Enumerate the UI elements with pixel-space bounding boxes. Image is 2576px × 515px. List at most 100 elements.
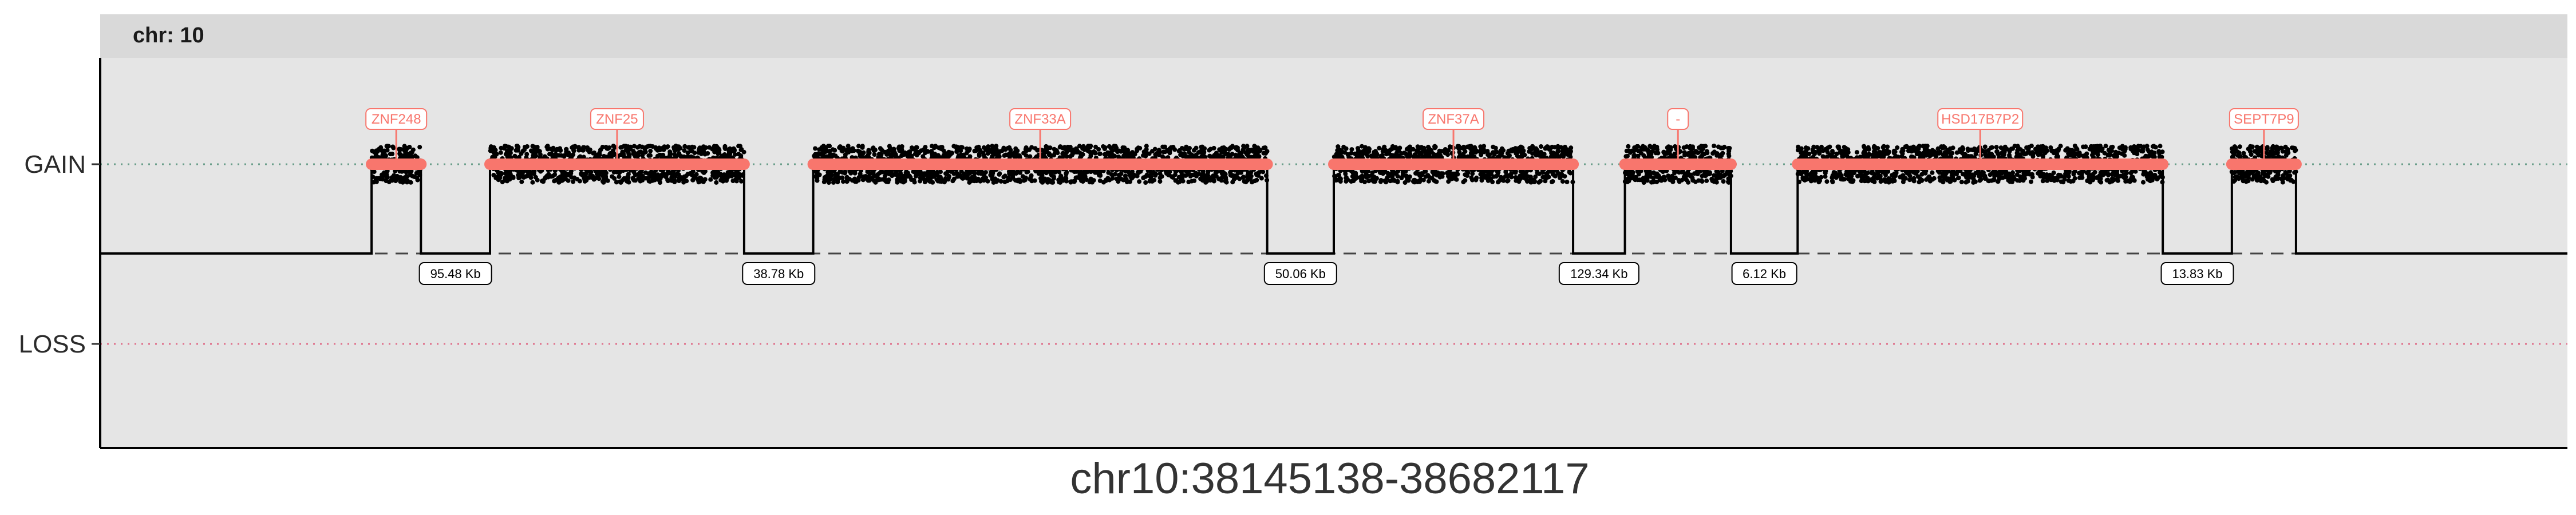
data-point <box>1395 174 1400 179</box>
data-point <box>1246 148 1251 153</box>
data-point <box>1061 145 1066 150</box>
data-point <box>1241 175 1246 180</box>
data-point <box>1081 170 1086 175</box>
data-point <box>1137 179 1142 184</box>
data-point <box>374 179 379 184</box>
data-point <box>1554 152 1559 157</box>
data-point <box>626 180 631 185</box>
data-point <box>1497 178 1502 183</box>
data-point <box>843 171 847 176</box>
data-point <box>1382 144 1387 149</box>
data-point <box>1390 178 1395 183</box>
data-point <box>708 177 713 182</box>
data-point <box>697 175 702 180</box>
data-point <box>515 148 520 153</box>
data-point <box>1210 174 1215 179</box>
data-point <box>1550 180 1554 184</box>
data-point <box>943 176 948 181</box>
data-point <box>1360 173 1365 179</box>
data-point <box>530 180 535 185</box>
data-point <box>542 154 547 159</box>
data-point <box>2077 175 2082 180</box>
data-point <box>1006 169 1012 174</box>
data-point <box>1645 178 1650 183</box>
data-point <box>538 154 543 160</box>
data-point <box>626 150 631 155</box>
data-point <box>1148 175 1153 180</box>
data-point <box>1366 173 1372 179</box>
data-point <box>818 152 823 157</box>
data-point <box>872 178 877 183</box>
data-point <box>646 176 651 181</box>
data-point <box>1895 145 1900 150</box>
data-point <box>637 144 642 149</box>
data-point <box>1423 148 1428 153</box>
data-point <box>1135 146 1140 151</box>
data-point <box>1568 149 1573 154</box>
data-point <box>1680 177 1684 183</box>
data-point <box>1246 171 1251 176</box>
data-point <box>1191 148 1196 153</box>
data-point <box>1551 150 1555 155</box>
data-point <box>581 145 586 150</box>
data-point <box>1659 178 1664 183</box>
data-point <box>726 151 732 156</box>
data-point <box>640 173 645 179</box>
data-point <box>1224 180 1229 185</box>
data-point <box>1144 144 1149 149</box>
data-point <box>597 152 602 157</box>
data-point <box>384 179 389 184</box>
data-point <box>1192 178 1197 183</box>
data-point <box>617 174 622 179</box>
data-point <box>1149 179 1155 184</box>
data-point <box>1679 169 1684 175</box>
data-point <box>1058 175 1063 180</box>
data-point <box>519 179 524 184</box>
data-point <box>1021 150 1026 156</box>
data-point <box>1399 151 1404 156</box>
data-point <box>1714 153 1720 158</box>
data-point <box>705 151 710 156</box>
data-point <box>978 169 983 174</box>
data-point <box>1668 145 1673 150</box>
data-point <box>843 152 848 157</box>
data-point <box>1017 153 1022 158</box>
data-point <box>1522 152 1527 157</box>
data-point <box>1024 169 1029 175</box>
data-point <box>612 176 617 181</box>
data-point <box>565 152 570 157</box>
data-point <box>1553 173 1558 179</box>
data-point <box>1446 172 1451 177</box>
data-point <box>898 171 903 176</box>
data-point <box>1243 180 1249 185</box>
data-point <box>1001 145 1006 150</box>
facet-strip <box>100 14 2567 58</box>
facet-title: chr: 10 <box>133 23 204 47</box>
data-point <box>929 169 934 175</box>
data-point <box>1370 170 1375 175</box>
data-point <box>888 152 893 157</box>
data-point <box>1649 145 1654 150</box>
data-point <box>596 176 602 181</box>
data-point <box>1712 149 1717 154</box>
data-point <box>1064 171 1069 176</box>
data-point <box>1108 153 1113 159</box>
data-point <box>1662 152 1668 157</box>
data-point <box>936 145 941 150</box>
data-point <box>1208 154 1214 159</box>
data-point <box>661 147 666 152</box>
data-point <box>1662 177 1668 183</box>
data-point <box>1437 154 1442 160</box>
data-point <box>867 171 872 176</box>
data-point <box>957 146 962 151</box>
data-point <box>1491 174 1496 179</box>
data-point <box>1820 154 1826 159</box>
data-point <box>1353 171 1358 176</box>
data-point <box>2085 179 2090 183</box>
data-point <box>1711 178 1716 183</box>
data-point <box>1407 174 1412 179</box>
data-point <box>872 152 877 157</box>
data-point <box>1635 169 1640 174</box>
data-point <box>1183 173 1188 178</box>
data-point <box>1631 149 1636 154</box>
